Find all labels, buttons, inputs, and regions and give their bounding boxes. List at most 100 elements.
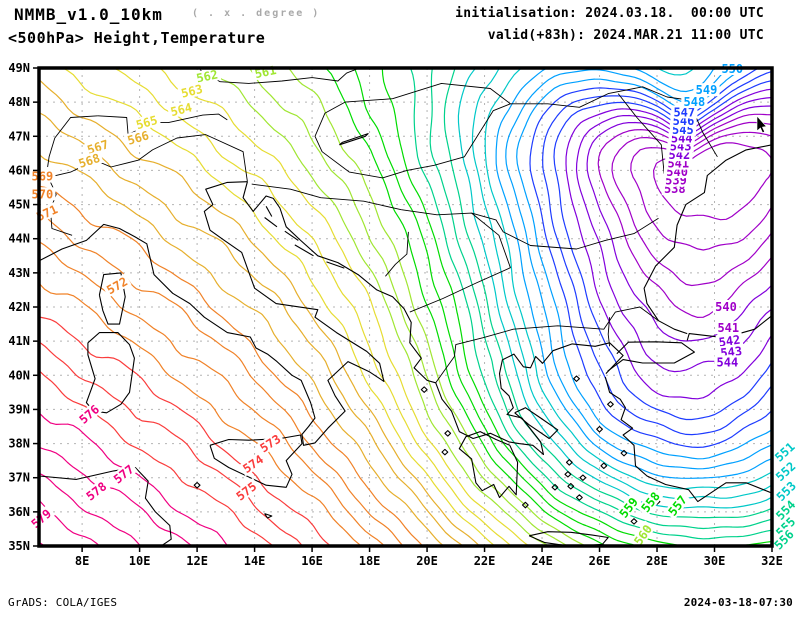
contour-line-577 bbox=[39, 446, 193, 546]
coastline-island bbox=[441, 448, 449, 456]
svg-text:544: 544 bbox=[717, 355, 739, 369]
contour-line-549 bbox=[505, 68, 772, 470]
contour-label-577: 577 bbox=[109, 460, 138, 488]
svg-text:547: 547 bbox=[673, 105, 695, 119]
contour-line-555 bbox=[429, 68, 772, 530]
coastline-island bbox=[284, 230, 299, 241]
contour-label-541: 541 bbox=[715, 321, 742, 335]
contour-label-549: 549 bbox=[693, 83, 720, 97]
contour-label-544: 544 bbox=[714, 355, 741, 369]
contour-label-566: 566 bbox=[123, 127, 153, 148]
border-line bbox=[385, 231, 409, 277]
valid-time: valid(+83h): 2024.MAR.21 11:00 UTC bbox=[487, 28, 764, 43]
contour-label-562: 562 bbox=[192, 66, 222, 86]
coastline-anatolia bbox=[604, 376, 772, 503]
coastline-island bbox=[564, 471, 572, 478]
contour-label-548: 548 bbox=[681, 95, 708, 109]
contour-label-569: 569 bbox=[29, 169, 56, 184]
lon-tick-label: 14E bbox=[244, 554, 266, 568]
grads-credit: GrADS: COLA/IGES bbox=[8, 596, 118, 609]
contour-line-561 bbox=[248, 68, 569, 546]
lat-tick-label: 41N bbox=[8, 334, 30, 348]
coastline-island bbox=[326, 261, 345, 269]
lat-tick-label: 45N bbox=[8, 198, 30, 212]
lat-tick-label: 42N bbox=[8, 300, 30, 314]
contour-line-568 bbox=[39, 153, 445, 546]
contour-line-569 bbox=[39, 185, 424, 546]
svg-text:548: 548 bbox=[684, 95, 706, 109]
coastline-sardinia bbox=[85, 332, 135, 414]
svg-text:549: 549 bbox=[696, 83, 718, 97]
coastline-island bbox=[573, 375, 580, 382]
coastline-italy bbox=[39, 181, 385, 446]
lat-tick-label: 38N bbox=[8, 437, 30, 451]
lon-tick-label: 32E bbox=[761, 554, 783, 568]
contour-labels: 5385395405415425435445455465475485495505… bbox=[26, 62, 800, 554]
contour-label-547: 547 bbox=[671, 105, 698, 119]
contour-line-550 bbox=[495, 68, 772, 479]
svg-text:570: 570 bbox=[32, 187, 54, 201]
contour-label-576: 576 bbox=[74, 400, 104, 428]
lon-tick-label: 18E bbox=[359, 554, 381, 568]
coastline-island bbox=[444, 430, 452, 437]
svg-text:541: 541 bbox=[717, 321, 739, 335]
product-title: <500hPa> Height,Temperature bbox=[8, 29, 266, 47]
coastline-island bbox=[620, 449, 628, 457]
contour-label-575: 575 bbox=[231, 477, 261, 505]
lat-tick-label: 37N bbox=[8, 471, 30, 485]
contour-label-557: 557 bbox=[664, 491, 691, 520]
contour-label-572: 572 bbox=[102, 273, 132, 298]
contour-line-571 bbox=[39, 241, 385, 546]
coastline-island bbox=[265, 206, 273, 217]
initialisation-time: initialisation: 2024.03.18. 00:00 UTC bbox=[455, 6, 764, 21]
contour-line-551 bbox=[484, 68, 772, 490]
coastline-island bbox=[193, 481, 201, 489]
border-line bbox=[409, 212, 511, 313]
svg-text:561: 561 bbox=[253, 63, 277, 81]
svg-text:566: 566 bbox=[126, 128, 151, 147]
border-line bbox=[314, 82, 511, 179]
svg-text:567: 567 bbox=[85, 137, 110, 157]
coastline-blacksea bbox=[643, 144, 772, 335]
coastline-island bbox=[294, 244, 314, 257]
lon-tick-label: 30E bbox=[704, 554, 726, 568]
lat-tick-label: 43N bbox=[8, 266, 30, 280]
lon-tick-label: 20E bbox=[416, 554, 438, 568]
contour-label-564: 564 bbox=[166, 99, 196, 119]
border-line bbox=[97, 113, 228, 136]
coastline-island bbox=[630, 518, 638, 525]
svg-text:564: 564 bbox=[169, 100, 193, 119]
coastline-island bbox=[551, 483, 559, 491]
lat-tick-label: 48N bbox=[8, 95, 30, 109]
contour-line-557 bbox=[381, 68, 772, 546]
lon-tick-label: 8E bbox=[75, 554, 89, 568]
coastline-island bbox=[579, 474, 587, 481]
svg-text:569: 569 bbox=[32, 170, 54, 184]
contour-line-552 bbox=[471, 68, 772, 500]
axis-labels: 49N 48N 47N 46N 45N 44N 43N 42N 41N 40N 39N 38N 37N 3… bbox=[8, 61, 783, 568]
contour-label-567: 567 bbox=[83, 136, 113, 157]
contour-label-540: 540 bbox=[712, 300, 740, 314]
coastline-africa bbox=[39, 466, 172, 546]
coastline-crete bbox=[528, 531, 609, 546]
contour-line-539 bbox=[630, 131, 772, 251]
contour-line-578 bbox=[39, 472, 142, 546]
lat-tick-label: 40N bbox=[8, 368, 30, 382]
contour-line-554 bbox=[443, 68, 772, 519]
svg-text:562: 562 bbox=[195, 67, 219, 85]
contour-line-553 bbox=[457, 68, 772, 509]
coastline-island bbox=[575, 494, 583, 501]
lon-tick-label: 28E bbox=[646, 554, 668, 568]
svg-text:540: 540 bbox=[715, 300, 737, 314]
svg-text:565: 565 bbox=[134, 113, 159, 132]
border-line bbox=[47, 115, 98, 168]
contour-label-578: 578 bbox=[81, 477, 111, 505]
border-line bbox=[199, 68, 360, 84]
coastline-euboea bbox=[514, 407, 559, 440]
contour-label-561: 561 bbox=[251, 62, 280, 81]
contour-line-558 bbox=[353, 68, 640, 546]
contour-label-579: 579 bbox=[26, 504, 56, 532]
contour-line-544 bbox=[565, 88, 772, 400]
